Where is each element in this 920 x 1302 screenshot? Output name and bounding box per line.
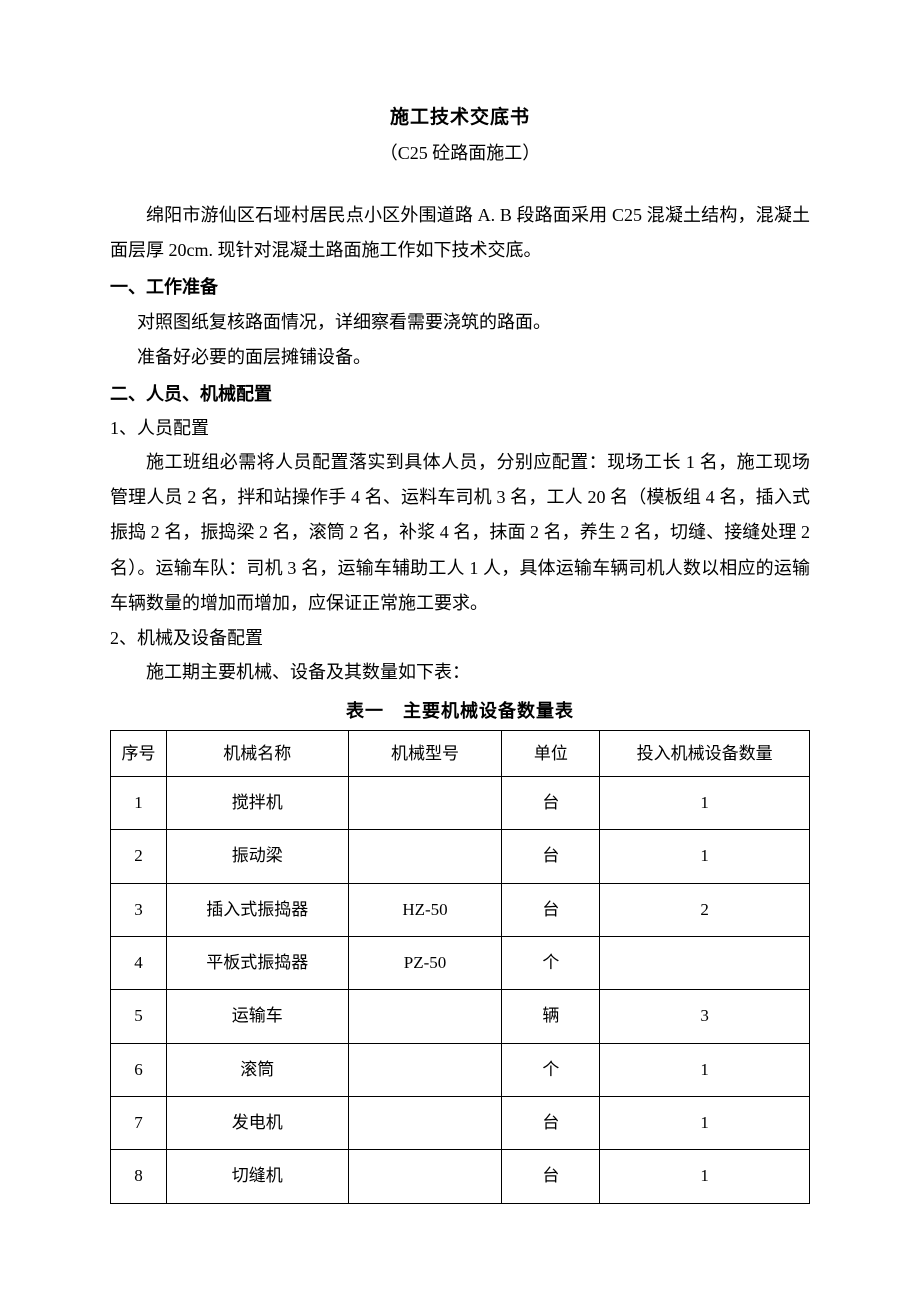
equipment-table: 序号 机械名称 机械型号 单位 投入机械设备数量 1 搅拌机 台 1 2 振动梁… — [110, 730, 810, 1203]
table-cell-qty: 1 — [600, 1150, 810, 1203]
table-cell-model: HZ-50 — [348, 883, 502, 936]
table-cell-model — [348, 1150, 502, 1203]
section2-sub2-text: 施工期主要机械、设备及其数量如下表： — [110, 655, 810, 690]
table-row: 7 发电机 台 1 — [111, 1096, 810, 1149]
table-row: 1 搅拌机 台 1 — [111, 777, 810, 830]
table-cell-unit: 个 — [502, 1043, 600, 1096]
table-header-row: 序号 机械名称 机械型号 单位 投入机械设备数量 — [111, 731, 810, 777]
table-cell-name: 运输车 — [166, 990, 348, 1043]
table-cell-model — [348, 1043, 502, 1096]
table-cell-qty: 1 — [600, 1096, 810, 1149]
section1-line2: 准备好必要的面层摊铺设备。 — [110, 340, 810, 375]
section2-heading: 二、人员、机械配置 — [110, 377, 810, 411]
table-cell-model: PZ-50 — [348, 937, 502, 990]
document-title: 施工技术交底书 — [110, 100, 810, 136]
table-cell-seq: 6 — [111, 1043, 167, 1096]
table-row: 2 振动梁 台 1 — [111, 830, 810, 883]
table-row: 6 滚筒 个 1 — [111, 1043, 810, 1096]
table-cell-model — [348, 990, 502, 1043]
table-cell-qty: 3 — [600, 990, 810, 1043]
table-cell-seq: 1 — [111, 777, 167, 830]
table-cell-qty: 1 — [600, 830, 810, 883]
table-header-unit: 单位 — [502, 731, 600, 777]
table-cell-unit: 台 — [502, 777, 600, 830]
table-cell-unit: 个 — [502, 937, 600, 990]
table-cell-name: 插入式振捣器 — [166, 883, 348, 936]
table-cell-model — [348, 1096, 502, 1149]
section1-heading: 一、工作准备 — [110, 270, 810, 304]
table-cell-name: 平板式振捣器 — [166, 937, 348, 990]
table-cell-seq: 8 — [111, 1150, 167, 1203]
table-cell-seq: 2 — [111, 830, 167, 883]
table-cell-qty: 2 — [600, 883, 810, 936]
table-header-qty: 投入机械设备数量 — [600, 731, 810, 777]
section2-sub1-label: 1、人员配置 — [110, 411, 810, 445]
section2-sub2-label: 2、机械及设备配置 — [110, 621, 810, 655]
table-cell-seq: 3 — [111, 883, 167, 936]
table-row: 5 运输车 辆 3 — [111, 990, 810, 1043]
table-cell-name: 发电机 — [166, 1096, 348, 1149]
table-cell-name: 切缝机 — [166, 1150, 348, 1203]
table-cell-seq: 4 — [111, 937, 167, 990]
table-cell-name: 搅拌机 — [166, 777, 348, 830]
table-cell-unit: 台 — [502, 883, 600, 936]
table-row: 4 平板式振捣器 PZ-50 个 — [111, 937, 810, 990]
section2-sub1-text: 施工班组必需将人员配置落实到具体人员，分别应配置：现场工长 1 名，施工现场管理… — [110, 445, 810, 620]
table-header-name: 机械名称 — [166, 731, 348, 777]
section1-line1: 对照图纸复核路面情况，详细察看需要浇筑的路面。 — [110, 305, 810, 340]
table-cell-seq: 7 — [111, 1096, 167, 1149]
table-cell-seq: 5 — [111, 990, 167, 1043]
table-cell-name: 滚筒 — [166, 1043, 348, 1096]
table-header-model: 机械型号 — [348, 731, 502, 777]
table-cell-name: 振动梁 — [166, 830, 348, 883]
table-row: 3 插入式振捣器 HZ-50 台 2 — [111, 883, 810, 936]
table-cell-qty: 1 — [600, 1043, 810, 1096]
table-cell-unit: 台 — [502, 1150, 600, 1203]
table-cell-unit: 辆 — [502, 990, 600, 1043]
table-cell-unit: 台 — [502, 830, 600, 883]
table-cell-qty — [600, 937, 810, 990]
table-cell-model — [348, 777, 502, 830]
intro-paragraph: 绵阳市游仙区石垭村居民点小区外围道路 A. B 段路面采用 C25 混凝土结构，… — [110, 198, 810, 268]
table-cell-model — [348, 830, 502, 883]
table-cell-unit: 台 — [502, 1096, 600, 1149]
document-subtitle: （C25 砼路面施工） — [110, 136, 810, 170]
table-row: 8 切缝机 台 1 — [111, 1150, 810, 1203]
table-cell-qty: 1 — [600, 777, 810, 830]
table-header-seq: 序号 — [111, 731, 167, 777]
table-caption: 表一 主要机械设备数量表 — [110, 694, 810, 728]
